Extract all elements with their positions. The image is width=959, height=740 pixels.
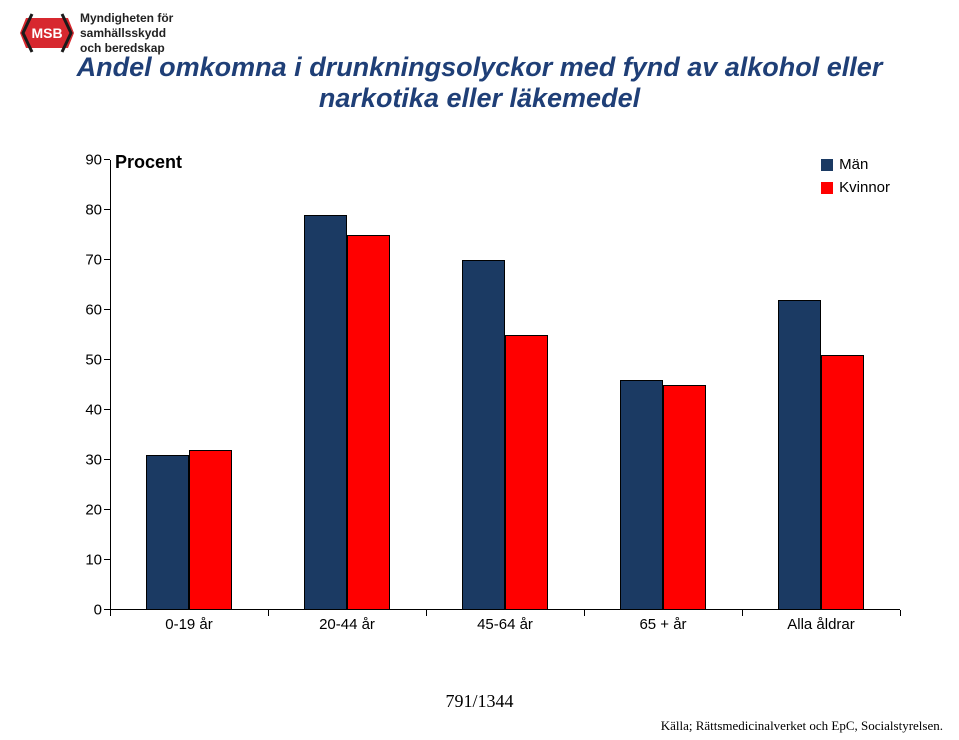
bar	[821, 355, 864, 610]
bar	[663, 385, 706, 610]
x-tick-label: 0-19 år	[165, 616, 213, 633]
y-tick-label: 40	[85, 402, 102, 419]
y-axis: 0102030405060708090	[60, 160, 110, 610]
bar	[189, 450, 232, 610]
y-tick-label: 20	[85, 502, 102, 519]
x-tick-label: 20-44 år	[319, 616, 375, 633]
bar	[146, 455, 189, 610]
bar	[304, 215, 347, 610]
y-tick-label: 10	[85, 552, 102, 569]
y-tick-label: 90	[85, 152, 102, 169]
bar	[462, 260, 505, 610]
y-tick-label: 80	[85, 202, 102, 219]
bar	[505, 335, 548, 610]
page-number: 791/1344	[0, 691, 959, 712]
msb-logo-mark: MSB	[20, 10, 74, 56]
y-tick-label: 30	[85, 452, 102, 469]
x-axis: 0-19 år 20-44 år 45-64 år 65 + år Alla åldra…	[110, 610, 900, 640]
logo-line2: samhällsskydd	[80, 26, 173, 41]
bar	[620, 380, 663, 610]
bar	[347, 235, 390, 610]
page: MSB Myndigheten för samhällsskydd och be…	[0, 0, 959, 740]
msb-logo: MSB Myndigheten för samhällsskydd och be…	[20, 10, 173, 56]
source-text: Källa; Rättsmedicinalverket och EpC, Soc…	[661, 718, 943, 734]
x-tick-label: 65 + år	[639, 616, 686, 633]
bar	[778, 300, 821, 610]
svg-text:MSB: MSB	[31, 25, 62, 41]
chart-title: Andel omkomna i drunkningsolyckor med fy…	[30, 52, 929, 114]
x-tick-label: Alla åldrar	[787, 616, 855, 633]
logo-line1: Myndigheten för	[80, 11, 173, 26]
y-tick-label: 70	[85, 252, 102, 269]
msb-logo-text: Myndigheten för samhällsskydd och bereds…	[80, 11, 173, 56]
chart: Procent MänKvinnor 0102030405060708090 0…	[60, 160, 900, 640]
x-tick-label: 45-64 år	[477, 616, 533, 633]
plot-area	[110, 160, 900, 610]
y-tick-label: 50	[85, 352, 102, 369]
y-tick-label: 0	[94, 602, 102, 619]
y-tick-label: 60	[85, 302, 102, 319]
